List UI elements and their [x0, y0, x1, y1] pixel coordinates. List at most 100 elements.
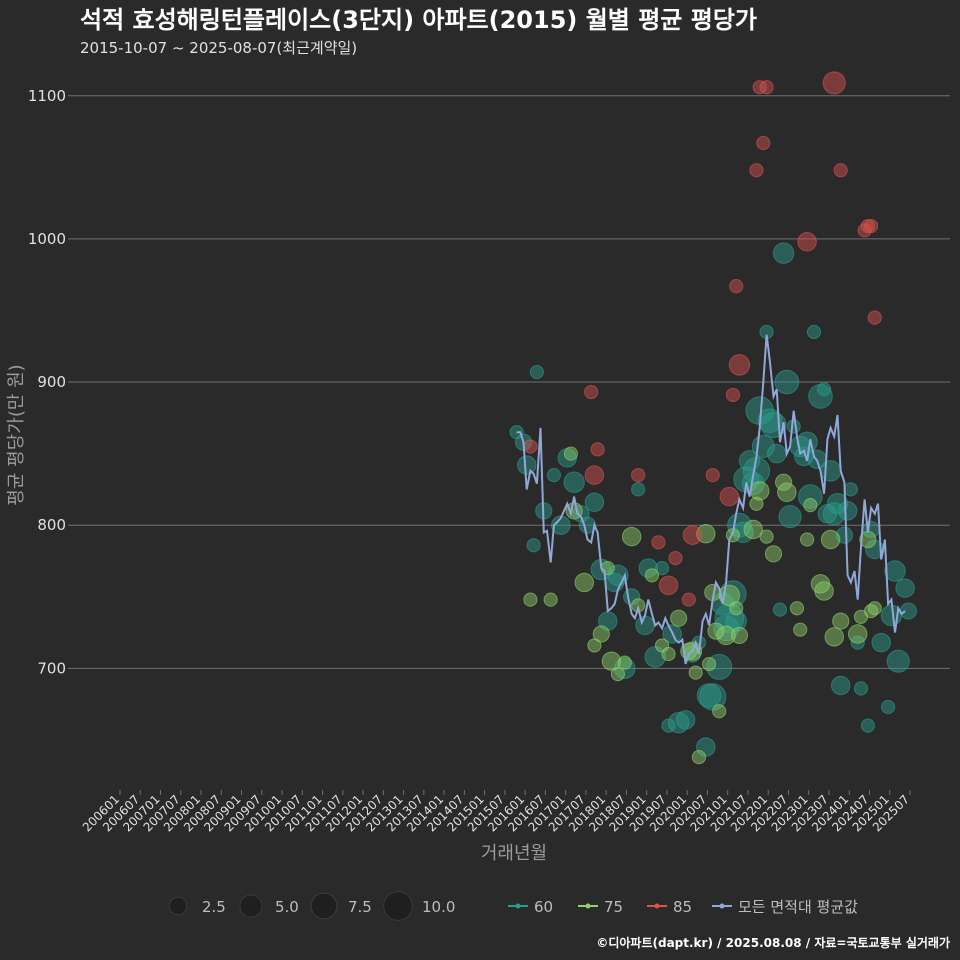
data-point [610, 666, 626, 682]
data-point [837, 501, 858, 521]
data-point [895, 578, 915, 598]
data-point [600, 561, 615, 576]
data-point [716, 625, 736, 646]
data-point [667, 712, 690, 734]
data-point [526, 538, 541, 553]
data-point [546, 467, 561, 483]
data-point [764, 545, 783, 563]
chart-title: 석적 효성해링턴플레이스(3단지) 아파트(2015) 월별 평균 평당가 [80, 6, 757, 34]
data-point [860, 718, 875, 733]
data-point [719, 486, 740, 507]
data-point [826, 493, 849, 515]
size-legend-circle [310, 892, 338, 920]
data-point [824, 627, 844, 647]
color-legend-label: 85 [673, 898, 692, 916]
data-point [772, 602, 788, 617]
data-point [766, 443, 787, 464]
y-tick-label: 800 [37, 516, 66, 534]
data-point [789, 601, 805, 616]
data-point [830, 675, 851, 696]
data-point [529, 364, 544, 380]
data-point [778, 505, 802, 529]
data-point [806, 324, 822, 340]
data-point [701, 656, 717, 672]
y-tick-label: 900 [37, 373, 66, 391]
data-point [817, 382, 832, 397]
data-point [867, 310, 882, 325]
data-point [848, 624, 868, 644]
data-point [584, 465, 605, 485]
size-legend-circle [168, 896, 188, 916]
data-point [728, 354, 751, 376]
data-point [850, 635, 865, 650]
data-point [884, 560, 906, 582]
data-point [523, 592, 538, 607]
data-point [563, 471, 585, 493]
data-point [819, 460, 842, 482]
data-point [682, 525, 703, 545]
data-point [635, 615, 655, 636]
color-legend-label: 60 [534, 898, 553, 916]
y-gridlines [68, 95, 950, 669]
data-point [881, 699, 896, 715]
data-point [668, 551, 683, 566]
data-point [899, 602, 917, 620]
data-point [803, 498, 818, 513]
data-point [517, 455, 537, 475]
size-legend-label: 10.0 [422, 898, 455, 916]
data-point [729, 279, 744, 294]
data-point [654, 561, 670, 576]
data-point [725, 387, 741, 403]
chart-subtitle: 2015-10-07 ~ 2025-08-07(최근계약일) [80, 39, 357, 57]
data-point [617, 655, 632, 670]
size-legend-label: 2.5 [202, 898, 226, 916]
color-legend-dot [719, 903, 725, 909]
data-point [729, 601, 744, 616]
data-point [833, 163, 848, 178]
data-point [793, 622, 808, 637]
data-point [749, 481, 770, 501]
data-point [814, 581, 834, 601]
data-point [712, 704, 727, 719]
data-point [886, 649, 910, 673]
data-point [691, 749, 707, 765]
data-point [774, 369, 800, 395]
data-point [822, 71, 846, 95]
data-point [631, 467, 646, 483]
average-line-layer [516, 334, 906, 665]
data-point [675, 710, 696, 730]
data-point [644, 568, 660, 583]
data-point [864, 218, 879, 234]
data-point [638, 558, 659, 578]
data-point [707, 622, 725, 640]
data-point [574, 572, 595, 593]
data-point [563, 446, 579, 461]
data-point [601, 651, 622, 671]
data-point [681, 592, 696, 607]
data-point [871, 632, 891, 653]
data-point [696, 683, 722, 708]
data-point [743, 519, 763, 540]
data-point [777, 482, 797, 503]
data-point [867, 601, 882, 616]
y-tick-label: 1100 [28, 87, 66, 105]
color-legend-dot [654, 903, 660, 909]
data-point [808, 384, 833, 409]
color-legend-dot [585, 903, 591, 909]
data-point [631, 482, 646, 497]
data-point [725, 610, 747, 632]
data-point [772, 242, 795, 264]
data-point [799, 532, 815, 547]
data-point [759, 80, 774, 95]
data-point [705, 467, 720, 483]
color-legend-label: 75 [604, 898, 623, 916]
data-point [757, 408, 783, 434]
size-legend-label: 7.5 [348, 898, 372, 916]
data-point [523, 439, 538, 454]
data-point [658, 575, 679, 596]
data-point [820, 529, 841, 550]
y-tick-label: 1000 [28, 230, 66, 248]
size-legend-label: 5.0 [275, 898, 299, 916]
